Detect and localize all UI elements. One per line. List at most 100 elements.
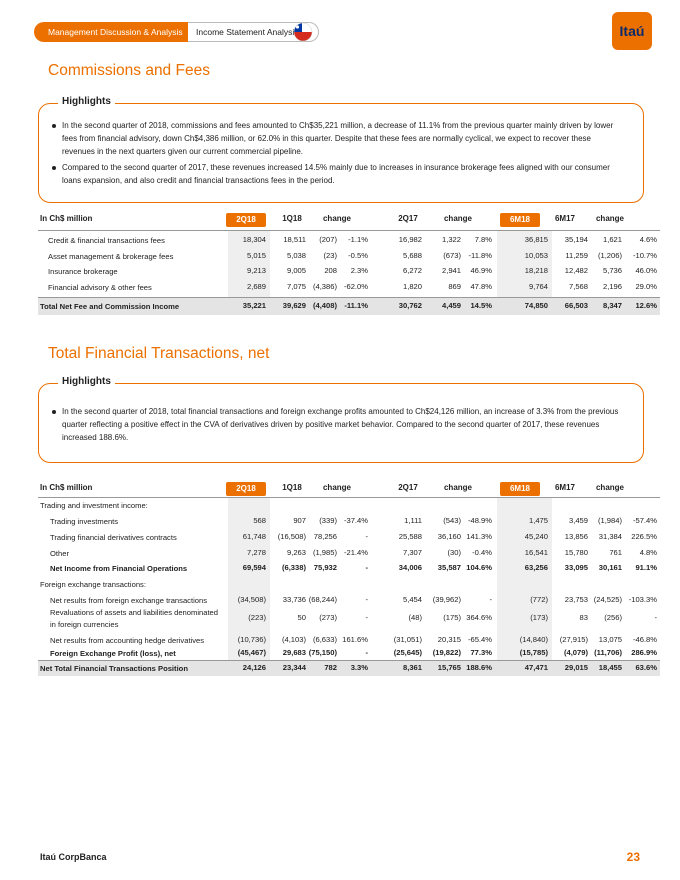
table-cell: 35,221 bbox=[242, 301, 266, 310]
column-header: 1Q18 bbox=[282, 483, 302, 492]
table-cell: 47,471 bbox=[524, 663, 548, 672]
table-cell: (48) bbox=[408, 613, 422, 622]
table-cell: 15,765 bbox=[437, 663, 461, 672]
table-cell: 869 bbox=[448, 282, 461, 291]
row-label: Financial advisory & other fees bbox=[48, 283, 152, 292]
table-cell: 141.3% bbox=[466, 532, 492, 541]
table-cell: -46.8% bbox=[632, 635, 657, 644]
table-cell: 7,307 bbox=[402, 548, 422, 557]
table-cell: 5,688 bbox=[402, 251, 422, 260]
table-cell: -0.4% bbox=[472, 548, 492, 557]
column-header: 2Q18 bbox=[226, 482, 266, 496]
table-cell: 1,111 bbox=[404, 516, 422, 525]
table-cell: 33,736 bbox=[282, 595, 306, 604]
table-cell: (1,206) bbox=[597, 251, 622, 260]
table-cell: 3.3% bbox=[350, 663, 368, 672]
column-header: change bbox=[443, 214, 472, 223]
table-cell: (10,736) bbox=[237, 635, 266, 644]
total-rule bbox=[38, 297, 660, 298]
chile-flag bbox=[293, 22, 313, 42]
table-cell: 7.8% bbox=[474, 235, 492, 244]
bullet: In the second quarter of 2018, total fin… bbox=[52, 405, 626, 444]
table-cell: 2,689 bbox=[246, 282, 266, 291]
table-cell: 7,568 bbox=[568, 282, 588, 291]
table-cell: - bbox=[365, 563, 368, 572]
column-header: change bbox=[322, 483, 351, 492]
row-label: Other bbox=[50, 549, 69, 558]
table-cell: 33,095 bbox=[564, 563, 588, 572]
table-cell: (34,508) bbox=[237, 595, 266, 604]
total-row-bg bbox=[38, 660, 660, 676]
table-cell: (175) bbox=[443, 613, 461, 622]
table-cell: (6,338) bbox=[281, 563, 306, 572]
table-cell: 1,820 bbox=[402, 282, 422, 291]
column-header: 6M17 bbox=[554, 214, 575, 223]
row-label: Revaluations of assets and liabilities d… bbox=[50, 608, 219, 629]
row-label: Credit & financial transactions fees bbox=[48, 236, 165, 245]
column-header: 2Q17 bbox=[398, 483, 418, 492]
table-cell: (11,706) bbox=[594, 648, 622, 657]
table-cell: 188.6% bbox=[466, 663, 492, 672]
table-cell: 2,196 bbox=[602, 282, 622, 291]
table-cell: 286.9% bbox=[631, 648, 657, 657]
table-cell: 907 bbox=[293, 516, 306, 525]
column-header: In Ch$ million bbox=[40, 483, 93, 492]
table-cell: 18,304 bbox=[242, 235, 266, 244]
table-cell: 10,053 bbox=[524, 251, 548, 260]
table-cell: 12,482 bbox=[564, 266, 588, 275]
table-cell: -1.1% bbox=[348, 235, 368, 244]
table-cell: 30,161 bbox=[598, 563, 622, 572]
table-cell: -37.4% bbox=[343, 516, 368, 525]
table-cell: 18,455 bbox=[598, 663, 622, 672]
table-cell: (45,467) bbox=[237, 648, 266, 657]
column-header: 1Q18 bbox=[282, 214, 302, 223]
table-cell: 31,384 bbox=[598, 532, 622, 541]
column-shade bbox=[497, 498, 552, 676]
table-cell: 7,075 bbox=[286, 282, 306, 291]
table-cell: 61,748 bbox=[242, 532, 266, 541]
table-cell: 1,475 bbox=[528, 516, 548, 525]
bullet: In the second quarter of 2018, commissio… bbox=[52, 119, 626, 158]
header-rule bbox=[38, 230, 660, 231]
table-cell: 36,815 bbox=[524, 235, 548, 244]
table-cell: 74,850 bbox=[524, 301, 548, 310]
table-cell: (543) bbox=[443, 516, 461, 525]
row-label: Trading and investment income: bbox=[40, 501, 148, 510]
table-cell: (25,645) bbox=[393, 648, 422, 657]
table-cell: (24,525) bbox=[593, 595, 622, 604]
table-cell: 35,587 bbox=[437, 563, 461, 572]
table-cell: -57.4% bbox=[632, 516, 657, 525]
table-cell: 2.3% bbox=[350, 266, 368, 275]
table-cell: 13,075 bbox=[598, 635, 622, 644]
table-cell: 782 bbox=[324, 663, 337, 672]
table-cell: 29.0% bbox=[635, 282, 657, 291]
footer-company: Itaú CorpBanca bbox=[40, 852, 107, 862]
column-header: 2Q17 bbox=[398, 214, 418, 223]
column-header: 6M18 bbox=[500, 213, 540, 227]
table-cell: 9,764 bbox=[528, 282, 548, 291]
row-label: Foreign Exchange Profit (loss), net bbox=[50, 649, 176, 658]
table-cell: 6,272 bbox=[402, 266, 422, 275]
table-cell: 46.9% bbox=[470, 266, 492, 275]
table-cell: (1,984) bbox=[597, 516, 622, 525]
column-header: change bbox=[595, 483, 624, 492]
table-cell: (16,508) bbox=[277, 532, 306, 541]
header-rule bbox=[38, 497, 660, 498]
table-cell: 13,856 bbox=[564, 532, 588, 541]
table-cell: (14,840) bbox=[519, 635, 548, 644]
table-cell: 5,038 bbox=[286, 251, 306, 260]
section-tab[interactable]: Income Statement Analysis bbox=[188, 22, 319, 42]
section-tab[interactable]: Management Discussion & Analysis bbox=[34, 22, 194, 42]
table-cell: 9,005 bbox=[286, 266, 306, 275]
total-row-bg bbox=[38, 297, 660, 315]
table-cell: 5,736 bbox=[602, 266, 622, 275]
row-label: Trading financial derivatives contracts bbox=[50, 533, 177, 542]
table-cell: 4,459 bbox=[441, 301, 461, 310]
table-cell: 2,941 bbox=[441, 266, 461, 275]
table-cell: 63,256 bbox=[524, 563, 548, 572]
table-cell: 5,454 bbox=[402, 595, 422, 604]
section-title: Commissions and Fees bbox=[48, 62, 210, 79]
column-header: In Ch$ million bbox=[40, 214, 93, 223]
table-cell: 23,344 bbox=[282, 663, 306, 672]
table-cell: 568 bbox=[253, 516, 266, 525]
